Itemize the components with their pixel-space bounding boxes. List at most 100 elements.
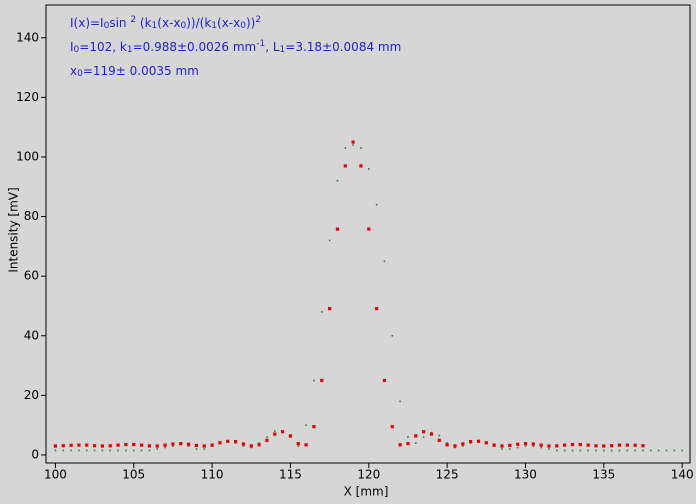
data-point bbox=[155, 444, 159, 448]
y-tick-label: 140 bbox=[16, 30, 39, 44]
annotation-part: 0 bbox=[240, 21, 246, 31]
data-point bbox=[132, 442, 136, 447]
data-point bbox=[101, 449, 104, 452]
x-tick-label: 115 bbox=[279, 468, 302, 482]
data-point bbox=[657, 449, 660, 452]
x-tick-label: 140 bbox=[671, 468, 694, 482]
data-point bbox=[508, 443, 512, 448]
data-point bbox=[108, 444, 112, 448]
data-point bbox=[336, 180, 339, 182]
data-point bbox=[100, 444, 105, 448]
data-point bbox=[595, 449, 597, 452]
data-point bbox=[367, 227, 371, 231]
data-point bbox=[85, 449, 88, 452]
data-point bbox=[335, 227, 340, 231]
data-point bbox=[171, 442, 175, 446]
data-point bbox=[266, 436, 268, 438]
data-point bbox=[437, 438, 441, 442]
data-point bbox=[602, 444, 606, 448]
fit-annotation: I(x)=I0sin 2 (k1(x-x0))/(k1(x-x0))2I0=10… bbox=[70, 15, 401, 79]
annotation-part: ))/(k bbox=[186, 16, 211, 30]
annotation-part: I bbox=[70, 40, 74, 54]
data-point bbox=[594, 444, 598, 448]
annotation-part: 1 bbox=[211, 21, 217, 31]
data-point bbox=[461, 442, 465, 446]
data-point bbox=[242, 445, 245, 447]
data-point bbox=[618, 449, 621, 452]
data-point bbox=[85, 443, 89, 447]
annotation-part: 1 bbox=[152, 21, 158, 31]
data-point bbox=[375, 203, 378, 206]
data-point bbox=[202, 444, 206, 448]
annotation-part: 2 bbox=[130, 15, 136, 25]
data-point bbox=[563, 443, 567, 447]
data-point bbox=[258, 442, 260, 444]
data-point bbox=[233, 439, 238, 444]
data-point bbox=[172, 445, 174, 447]
annotation-part: (x-x bbox=[217, 16, 240, 30]
data-point bbox=[210, 443, 214, 447]
data-point bbox=[445, 443, 449, 447]
series bbox=[54, 144, 683, 452]
annotation-part: 0 bbox=[181, 21, 187, 31]
data-point bbox=[218, 441, 222, 445]
data-point bbox=[603, 449, 605, 452]
data-point bbox=[53, 444, 58, 448]
x-tick-label: 120 bbox=[357, 468, 380, 482]
annotation-part: 1 bbox=[127, 45, 133, 55]
data-point bbox=[148, 449, 151, 452]
data-point bbox=[665, 449, 668, 452]
data-point bbox=[288, 434, 293, 438]
data-point bbox=[446, 442, 448, 444]
data-point bbox=[407, 436, 409, 438]
data-point bbox=[93, 449, 96, 452]
annotation-part: =0.988±0.0026 mm bbox=[133, 40, 257, 54]
y-tick-label: 100 bbox=[16, 149, 39, 163]
data-point bbox=[673, 449, 676, 452]
data-point bbox=[78, 449, 80, 452]
data-point bbox=[343, 164, 347, 168]
annotation-part: 1 bbox=[280, 45, 286, 55]
data-point bbox=[164, 446, 166, 449]
data-point bbox=[92, 444, 97, 448]
data-point bbox=[453, 444, 457, 448]
data-point bbox=[391, 334, 394, 337]
data-point bbox=[281, 430, 285, 434]
data-point bbox=[399, 400, 401, 403]
data-point bbox=[305, 424, 307, 426]
data-point bbox=[641, 444, 645, 448]
data-point bbox=[539, 443, 543, 447]
data-point bbox=[610, 444, 614, 448]
data-point bbox=[438, 434, 441, 437]
data-point bbox=[586, 443, 590, 447]
data-point bbox=[650, 449, 652, 452]
y-tick-label: 60 bbox=[24, 269, 39, 283]
x-tick-label: 130 bbox=[514, 468, 537, 482]
data-point bbox=[328, 239, 331, 242]
annotation-part: (x-x bbox=[157, 16, 180, 30]
data-point bbox=[163, 443, 167, 447]
data-point bbox=[532, 445, 535, 447]
data-point bbox=[484, 441, 488, 445]
y-tick-label: 20 bbox=[24, 388, 39, 402]
data-point bbox=[414, 442, 417, 444]
series bbox=[53, 140, 645, 448]
data-point bbox=[77, 443, 81, 447]
data-point bbox=[501, 448, 503, 450]
x-tick-label: 105 bbox=[122, 468, 145, 482]
y-tick-label: 120 bbox=[16, 90, 39, 104]
annotation-part: =119± 0.0035 mm bbox=[83, 64, 199, 78]
x-tick-label: 100 bbox=[44, 468, 67, 482]
data-point bbox=[179, 442, 183, 446]
annotation-part: I(x)=I bbox=[70, 16, 104, 30]
data-point bbox=[265, 438, 269, 442]
data-point bbox=[257, 443, 261, 447]
data-point bbox=[633, 443, 637, 447]
annotation-part: , L bbox=[265, 40, 280, 54]
data-point bbox=[273, 430, 276, 432]
data-point bbox=[509, 448, 511, 450]
annotation-line: I(x)=I0sin 2 (k1(x-x0))/(k1(x-x0))2 bbox=[70, 15, 261, 31]
data-point bbox=[139, 443, 144, 447]
data-point bbox=[469, 439, 473, 444]
